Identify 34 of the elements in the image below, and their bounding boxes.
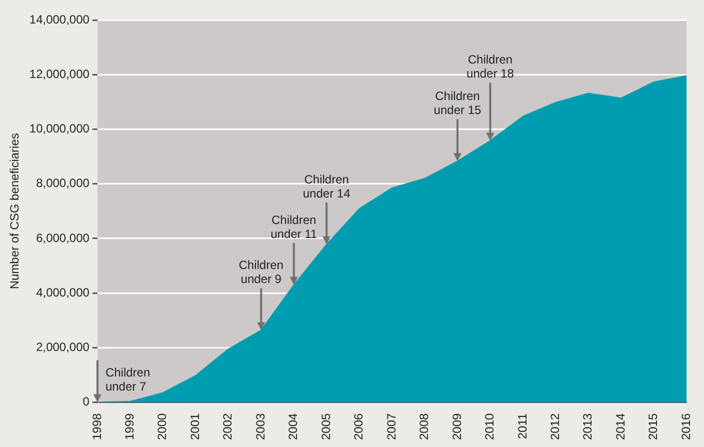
y-tick-label: 2,000,000 [36, 340, 90, 354]
x-tick-label: 2006 [352, 412, 366, 440]
x-tick-label: 2008 [417, 412, 432, 440]
y-tick-label: 14,000,000 [29, 12, 90, 26]
annotation: Children under 14 [302, 172, 351, 200]
y-axis-title: Number of CSG beneficiaries [8, 133, 22, 290]
y-tick-label: 6,000,000 [36, 230, 90, 245]
annotation: Children under 11 [270, 212, 318, 241]
annotation: Children under 7 [105, 365, 150, 394]
x-tick-label: 2014 [613, 412, 628, 440]
x-tick-label: 2005 [318, 412, 333, 440]
x-tick-label: 1998 [90, 412, 104, 440]
x-tick-label: 1999 [122, 412, 136, 440]
x-tick-label: 2009 [450, 412, 464, 440]
x-tick-label: 2007 [384, 412, 398, 440]
x-tick-label: 2003 [253, 412, 268, 440]
annotation: Children under 9 [238, 258, 284, 286]
x-tick-label: 2012 [548, 412, 562, 440]
y-tick-label: 8,000,000 [36, 176, 90, 190]
annotation: Children under 15 [434, 89, 482, 118]
y-tick-label: 0 [82, 394, 90, 409]
y-tick-label: 12,000,000 [29, 66, 90, 81]
x-tick-label: 2000 [155, 412, 170, 440]
x-tick-label: 2013 [580, 412, 595, 440]
y-tick-label: 4,000,000 [36, 285, 90, 300]
x-tick-label: 2002 [220, 412, 235, 440]
x-tick-label: 2015 [646, 412, 660, 440]
x-tick-label: 2016 [678, 412, 693, 440]
x-tick-label: 2004 [286, 412, 300, 440]
x-tick-label: 2011 [515, 412, 530, 440]
y-tick-label: 10,000,000 [29, 122, 90, 136]
annotation: Children under 18 [466, 52, 514, 81]
x-tick-label: 2010 [482, 412, 497, 440]
x-tick-label: 2001 [188, 412, 202, 440]
